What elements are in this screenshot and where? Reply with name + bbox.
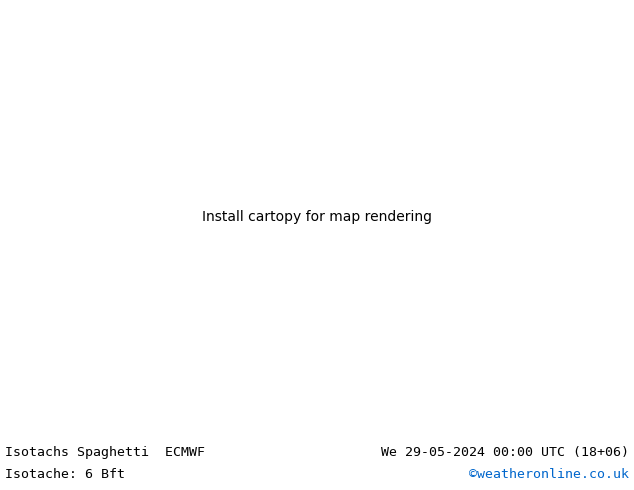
Text: Install cartopy for map rendering: Install cartopy for map rendering (202, 210, 432, 223)
Text: Isotache: 6 Bft: Isotache: 6 Bft (5, 468, 125, 482)
Text: ©weatheronline.co.uk: ©weatheronline.co.uk (469, 468, 629, 482)
Text: Isotachs Spaghetti  ECMWF: Isotachs Spaghetti ECMWF (5, 445, 205, 459)
Text: We 29-05-2024 00:00 UTC (18+06): We 29-05-2024 00:00 UTC (18+06) (381, 445, 629, 459)
